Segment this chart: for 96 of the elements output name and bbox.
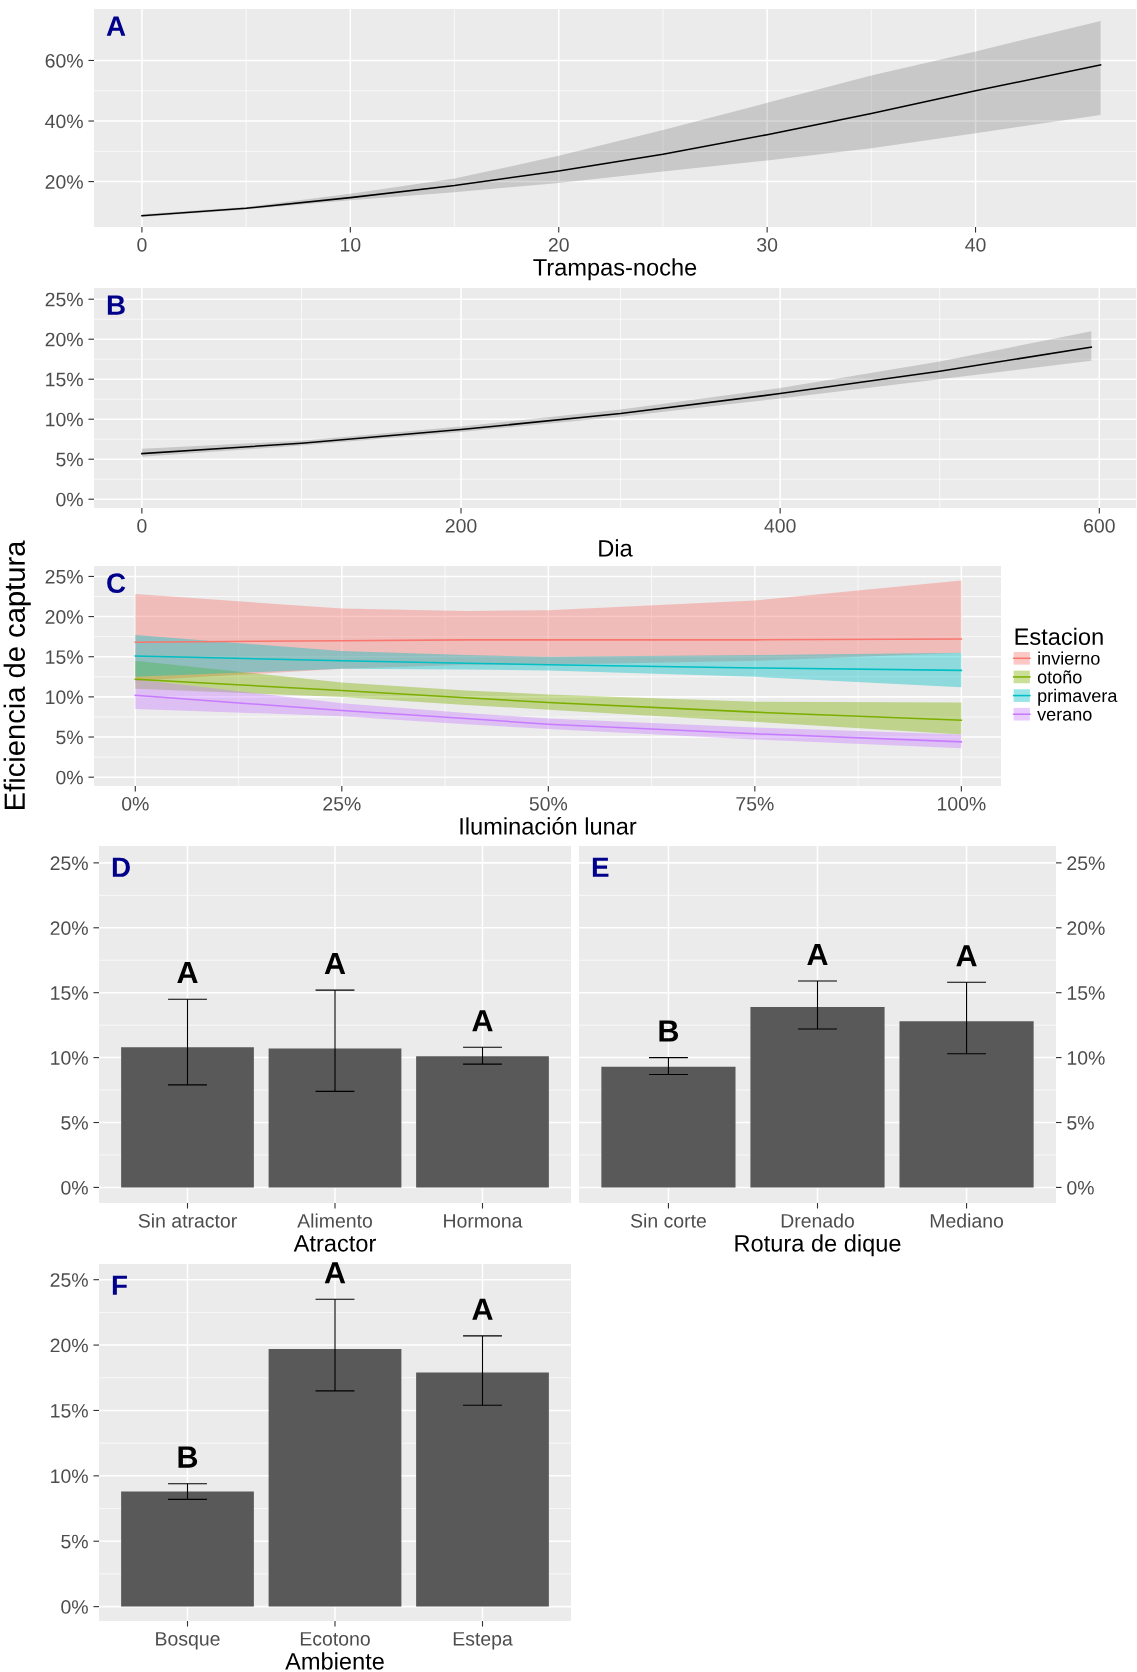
x-axis-title: Iluminación lunar (460, 817, 637, 835)
chart-title: C (107, 573, 126, 593)
y-tick-label: 5% (61, 1534, 88, 1549)
y-tick-label: 10% (51, 1051, 88, 1065)
y-tick-label: 0% (61, 1180, 88, 1195)
x-tick-label: 50% (529, 796, 568, 811)
y-tick-label: 25% (50, 856, 88, 871)
y-tick-label: 10% (46, 412, 83, 427)
chart-title: E (592, 857, 609, 877)
bar (416, 1056, 549, 1188)
legend-label: invierno (1038, 651, 1100, 665)
x-tick-label: Alimento (297, 1213, 373, 1228)
bar (416, 1372, 549, 1607)
x-tick-label: Estepa (453, 1632, 513, 1650)
x-axis-title: Ambiente (285, 1652, 384, 1670)
y-tick-label: 25% (50, 1273, 88, 1287)
x-tick-label: 75% (736, 797, 774, 811)
x-tick-label: 25% (323, 796, 361, 811)
y2-tick-label: 25% (1067, 856, 1105, 871)
y-tick-label: 60% (45, 53, 83, 68)
chart-title: B (107, 295, 125, 315)
legend-title: Estacion (1015, 627, 1103, 646)
x-tick-label: 0% (122, 796, 149, 811)
x-axis-title: Atractor (293, 1235, 376, 1252)
y-tick-label: 15% (51, 986, 88, 1000)
y2-tick-label: 10% (1067, 1051, 1105, 1065)
y-axis-title: Eficiencia de captura (3, 540, 31, 809)
y-tick-label: 15% (46, 372, 83, 387)
y-tick-label: 5% (61, 1116, 88, 1130)
y-tick-label: 20% (45, 175, 83, 189)
y-tick-label: 5% (56, 452, 83, 467)
x-tick-label: 10 (341, 237, 361, 252)
line-series (134, 678, 963, 721)
x-tick-label: 40 (965, 237, 986, 252)
x-tick-label: 200 (445, 518, 477, 533)
annotation: A (956, 945, 977, 967)
x-tick-label: 100% (937, 796, 986, 811)
x-tick-label: Bosque (156, 1632, 220, 1650)
legend-label: verano (1037, 710, 1092, 721)
y2-tick-label: 20% (1067, 921, 1105, 936)
y-tick-label: 25% (45, 292, 83, 307)
line-series (141, 64, 1102, 217)
chart-title: F (112, 1275, 127, 1295)
x-axis-title: Dia (599, 539, 633, 557)
bar (268, 1349, 402, 1607)
bar (601, 1066, 736, 1188)
annotation: A (807, 943, 828, 965)
y2-tick-label: 0% (1067, 1180, 1094, 1195)
x-tick-label: Drenado (781, 1213, 854, 1228)
y2-tick-label: 15% (1067, 986, 1105, 1000)
y-tick-label: 10% (46, 690, 83, 705)
line-series (134, 655, 963, 672)
y2-tick-label: 5% (1067, 1116, 1094, 1130)
x-tick-label: 0 (137, 518, 147, 533)
y-tick-label: 5% (56, 730, 83, 745)
x-tick-label: 600 (1084, 518, 1115, 533)
annotation: A (324, 1262, 346, 1284)
x-tick-label: 20 (548, 237, 569, 252)
x-tick-label: Ecotono (300, 1632, 370, 1646)
legend-label: primavera (1038, 688, 1118, 706)
chart-title: D (112, 857, 130, 877)
x-tick-label: 30 (757, 237, 778, 252)
chart-title: A (106, 16, 126, 36)
annotation: A (324, 953, 346, 975)
y-tick-label: 40% (45, 114, 83, 129)
y-tick-label: 20% (45, 610, 83, 624)
y-tick-label: 20% (45, 332, 83, 347)
bar (121, 1491, 254, 1607)
y-tick-label: 15% (51, 1404, 88, 1418)
x-tick-label: Mediano (930, 1213, 1004, 1228)
y-tick-label: 20% (50, 921, 88, 936)
y-tick-label: 20% (50, 1338, 88, 1353)
y-tick-label: 15% (46, 650, 83, 664)
bar (899, 1021, 1034, 1188)
annotation: A (472, 1298, 493, 1320)
bar (121, 1047, 254, 1188)
x-tick-label: Sin atractor (138, 1213, 237, 1228)
y-tick-label: 0% (56, 770, 83, 785)
y-tick-label: 10% (51, 1469, 88, 1484)
line-series (134, 694, 963, 743)
annotation: A (472, 1010, 493, 1032)
annotation: B (659, 1020, 679, 1042)
x-axis-title: Rotura de dique (735, 1234, 901, 1257)
x-tick-label: Hormona (444, 1214, 523, 1228)
y-tick-label: 0% (56, 492, 83, 507)
annotation: A (177, 962, 198, 984)
annotation: B (178, 1446, 198, 1468)
legend-label: otoño (1037, 670, 1082, 684)
bar (750, 1006, 885, 1188)
x-axis-title: Trampas-noche (533, 258, 697, 281)
y-tick-label: 25% (45, 569, 83, 584)
x-tick-label: 0 (137, 237, 147, 252)
bar (268, 1048, 402, 1188)
y-tick-label: 0% (61, 1600, 88, 1614)
x-tick-label: 400 (764, 518, 796, 533)
x-tick-label: Sin corte (630, 1213, 706, 1228)
